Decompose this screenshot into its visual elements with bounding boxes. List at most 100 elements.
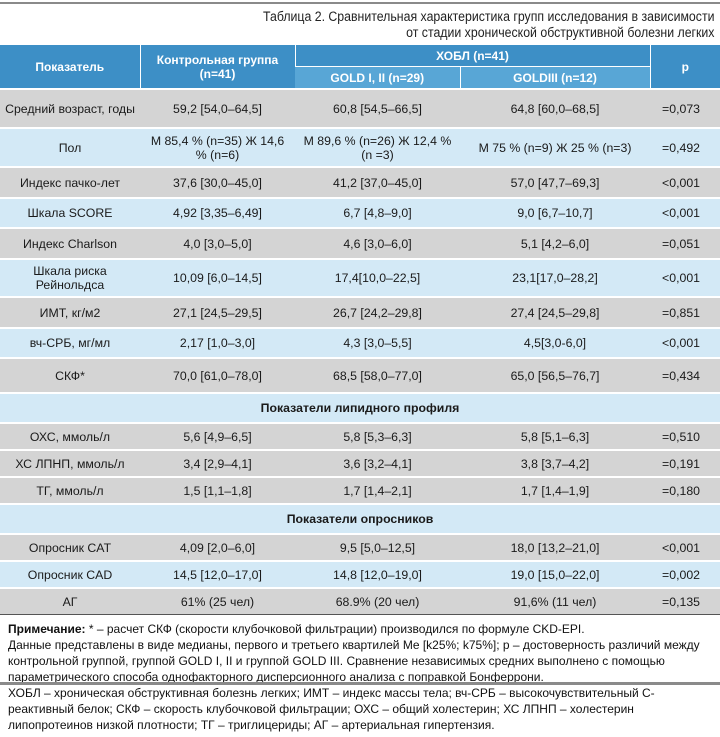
cell-gold12: 68,5 [58,0–77,0] [295,357,460,394]
cell-gold3: 91,6% (11 чел) [460,587,651,615]
table-row: ТГ, ммоль/л 1,5 [1,1–1,8] 1,7 [1,4–2,1] 1,7… [0,476,720,505]
header-gold12: GOLD I, II (n=29) [295,66,460,89]
table-row: АГ 61% (25 чел) 68.9% (20 чел) 91,6% (11 че… [0,587,720,615]
header-gold3: GOLDIII (n=12) [459,66,651,89]
note-line2: Данные представлены в виде медианы, перв… [8,638,700,684]
cell-control: 4,0 [3,0–5,0] [140,227,295,260]
cell-gold3: 18,0 [13,2–21,0] [460,533,651,562]
cell-control: 70,0 [61,0–78,0] [140,357,295,394]
cell-p: <0,001 [650,197,720,229]
cell-gold3: 65,0 [56,5–76,7] [460,357,651,394]
cell-p: =0,180 [650,476,720,505]
table-row: СКФ* 70,0 [61,0–78,0] 68,5 [58,0–77,0] 65,0… [0,357,720,394]
cell-gold12: 41,2 [37,0–45,0] [295,166,460,199]
table-row: Шкала SCORE 4,92 [3,35–6,49] 6,7 [4,8–9,0]… [0,197,720,229]
cell-control: 1,5 [1,1–1,8] [140,476,295,505]
cell-name: Шкала риска Рейнольдса [0,258,140,298]
table-title: Таблица 2. Сравнительная характеристика … [262,9,715,40]
cell-gold12: 68.9% (20 чел) [295,587,460,615]
cell-name: ИМТ, кг/м2 [0,296,140,329]
cell-control: 61% (25 чел) [140,587,295,615]
cell-gold12: 1,7 [1,4–2,1] [295,476,460,505]
table-row: Пол М 85,4 % (n=35) Ж 14,6 % (n=6) М 89,6 … [0,127,720,168]
cell-control: 4,92 [3,35–6,49] [140,197,295,229]
cell-name: ТГ, ммоль/л [0,476,140,505]
cell-name: Индекс Charlson [0,227,140,260]
cell-p: <0,001 [650,258,720,298]
cell-control: 10,09 [6,0–14,5] [140,258,295,298]
cell-gold12: 60,8 [54,5–66,5] [295,88,460,129]
note-label: Примечание: [8,622,86,636]
cell-name: Опросник CAD [0,560,140,589]
cell-gold3: 5,8 [5,1–6,3] [460,422,651,451]
table-row: ХС ЛПНП, ммоль/л 3,4 [2,9–4,1] 3,6 [3,2–4,… [0,449,720,478]
cell-control: 2,17 [1,0–3,0] [140,327,295,359]
table-row: Средний возраст, годы 59,2 [54,0–64,5] 60,… [0,88,720,129]
cell-control: 37,6 [30,0–45,0] [140,166,295,199]
section-title: Показатели липидного профиля [0,392,720,424]
cell-gold3: 23,1[17,0–28,2] [460,258,651,298]
table-row: ОХС, ммоль/л 5,6 [4,9–6,5] 5,8 [5,3–6,3] 5,… [0,422,720,451]
cell-gold3: 64,8 [60,0–68,5] [460,88,651,129]
cell-gold12: 4,3 [3,0–5,5] [295,327,460,359]
cell-gold3: 5,1 [4,2–6,0] [460,227,651,260]
cell-gold3: 9,0 [6,7–10,7] [460,197,651,229]
cell-control: 3,4 [2,9–4,1] [140,449,295,478]
table-note: Примечание: * – расчет СКФ (скорости клу… [0,615,720,737]
cell-control: 59,2 [54,0–64,5] [140,88,295,129]
cell-name: вч-СРБ, мг/мл [0,327,140,359]
cell-name: Опросник CAT [0,533,140,562]
cell-p: =0,002 [650,560,720,589]
cell-p: =0,851 [650,296,720,329]
cell-gold3: 4,5[3,0-6,0] [460,327,651,359]
cell-p: =0,434 [650,357,720,394]
cell-control: 4,09 [2,0–6,0] [140,533,295,562]
section-row: Показатели опросников [0,503,720,535]
cell-control: 5,6 [4,9–6,5] [140,422,295,451]
cell-gold12: 26,7 [24,2–29,8] [295,296,460,329]
cell-name: Пол [0,127,140,168]
cell-gold12: М 89,6 % (n=26) Ж 12,4 % (n =3) [295,127,460,168]
table-row: Шкала риска Рейнольдса 10,09 [6,0–14,5] 17… [0,258,720,298]
table-row: ИМТ, кг/м2 27,1 [24,5–29,5] 26,7 [24,2–29,… [0,296,720,329]
cell-gold12: 6,7 [4,8–9,0] [295,197,460,229]
table-row: Индекс Charlson 4,0 [3,0–5,0] 4,6 [3,0–6,0… [0,227,720,260]
table-row: вч-СРБ, мг/мл 2,17 [1,0–3,0] 4,3 [3,0–5,5]… [0,327,720,359]
cell-p: =0,191 [650,449,720,478]
cell-p: =0,510 [650,422,720,451]
header-control: Контрольная группа (n=41) [139,45,295,89]
note-line1: * – расчет СКФ (скорости клубочковой фил… [85,622,585,636]
cell-control: 14,5 [12,0–17,0] [140,560,295,589]
cell-gold12: 17,4[10,0–22,5] [295,258,460,298]
cell-name: Шкала SCORE [0,197,140,229]
bottom-rule [0,682,720,685]
cell-p: <0,001 [650,533,720,562]
note-line3: ХОБЛ – хроническая обструктивная болезнь… [8,686,655,732]
cell-p: =0,073 [650,88,720,129]
header-indicator: Показатель [0,45,140,89]
cell-gold3: 3,8 [3,7–4,2] [460,449,651,478]
cell-p: <0,001 [650,327,720,359]
cell-name: АГ [0,587,140,615]
cell-control: 27,1 [24,5–29,5] [140,296,295,329]
comparison-table: Показатель Контрольная группа (n=41) ХОБ… [0,45,720,615]
cell-gold3: 57,0 [47,7–69,3] [460,166,651,199]
cell-gold12: 9,5 [5,0–12,5] [295,533,460,562]
cell-p: <0,001 [650,166,720,199]
header-p: p [649,45,720,89]
cell-name: Средний возраст, годы [0,88,140,129]
top-rule [0,2,720,4]
section-row: Показатели липидного профиля [0,392,720,424]
cell-gold12: 3,6 [3,2–4,1] [295,449,460,478]
cell-name: ОХС, ммоль/л [0,422,140,451]
cell-gold3: М 75 % (n=9) Ж 25 % (n=3) [460,127,651,168]
cell-gold3: 27,4 [24,5–29,8] [460,296,651,329]
table-row: Индекс пачко-лет 37,6 [30,0–45,0] 41,2 [37… [0,166,720,199]
cell-p: =0,051 [650,227,720,260]
cell-name: ХС ЛПНП, ммоль/л [0,449,140,478]
cell-gold3: 1,7 [1,4–1,9] [460,476,651,505]
header-copd: ХОБЛ (n=41) [294,45,651,67]
section-title: Показатели опросников [0,503,720,535]
cell-name: СКФ* [0,357,140,394]
cell-name: Индекс пачко-лет [0,166,140,199]
